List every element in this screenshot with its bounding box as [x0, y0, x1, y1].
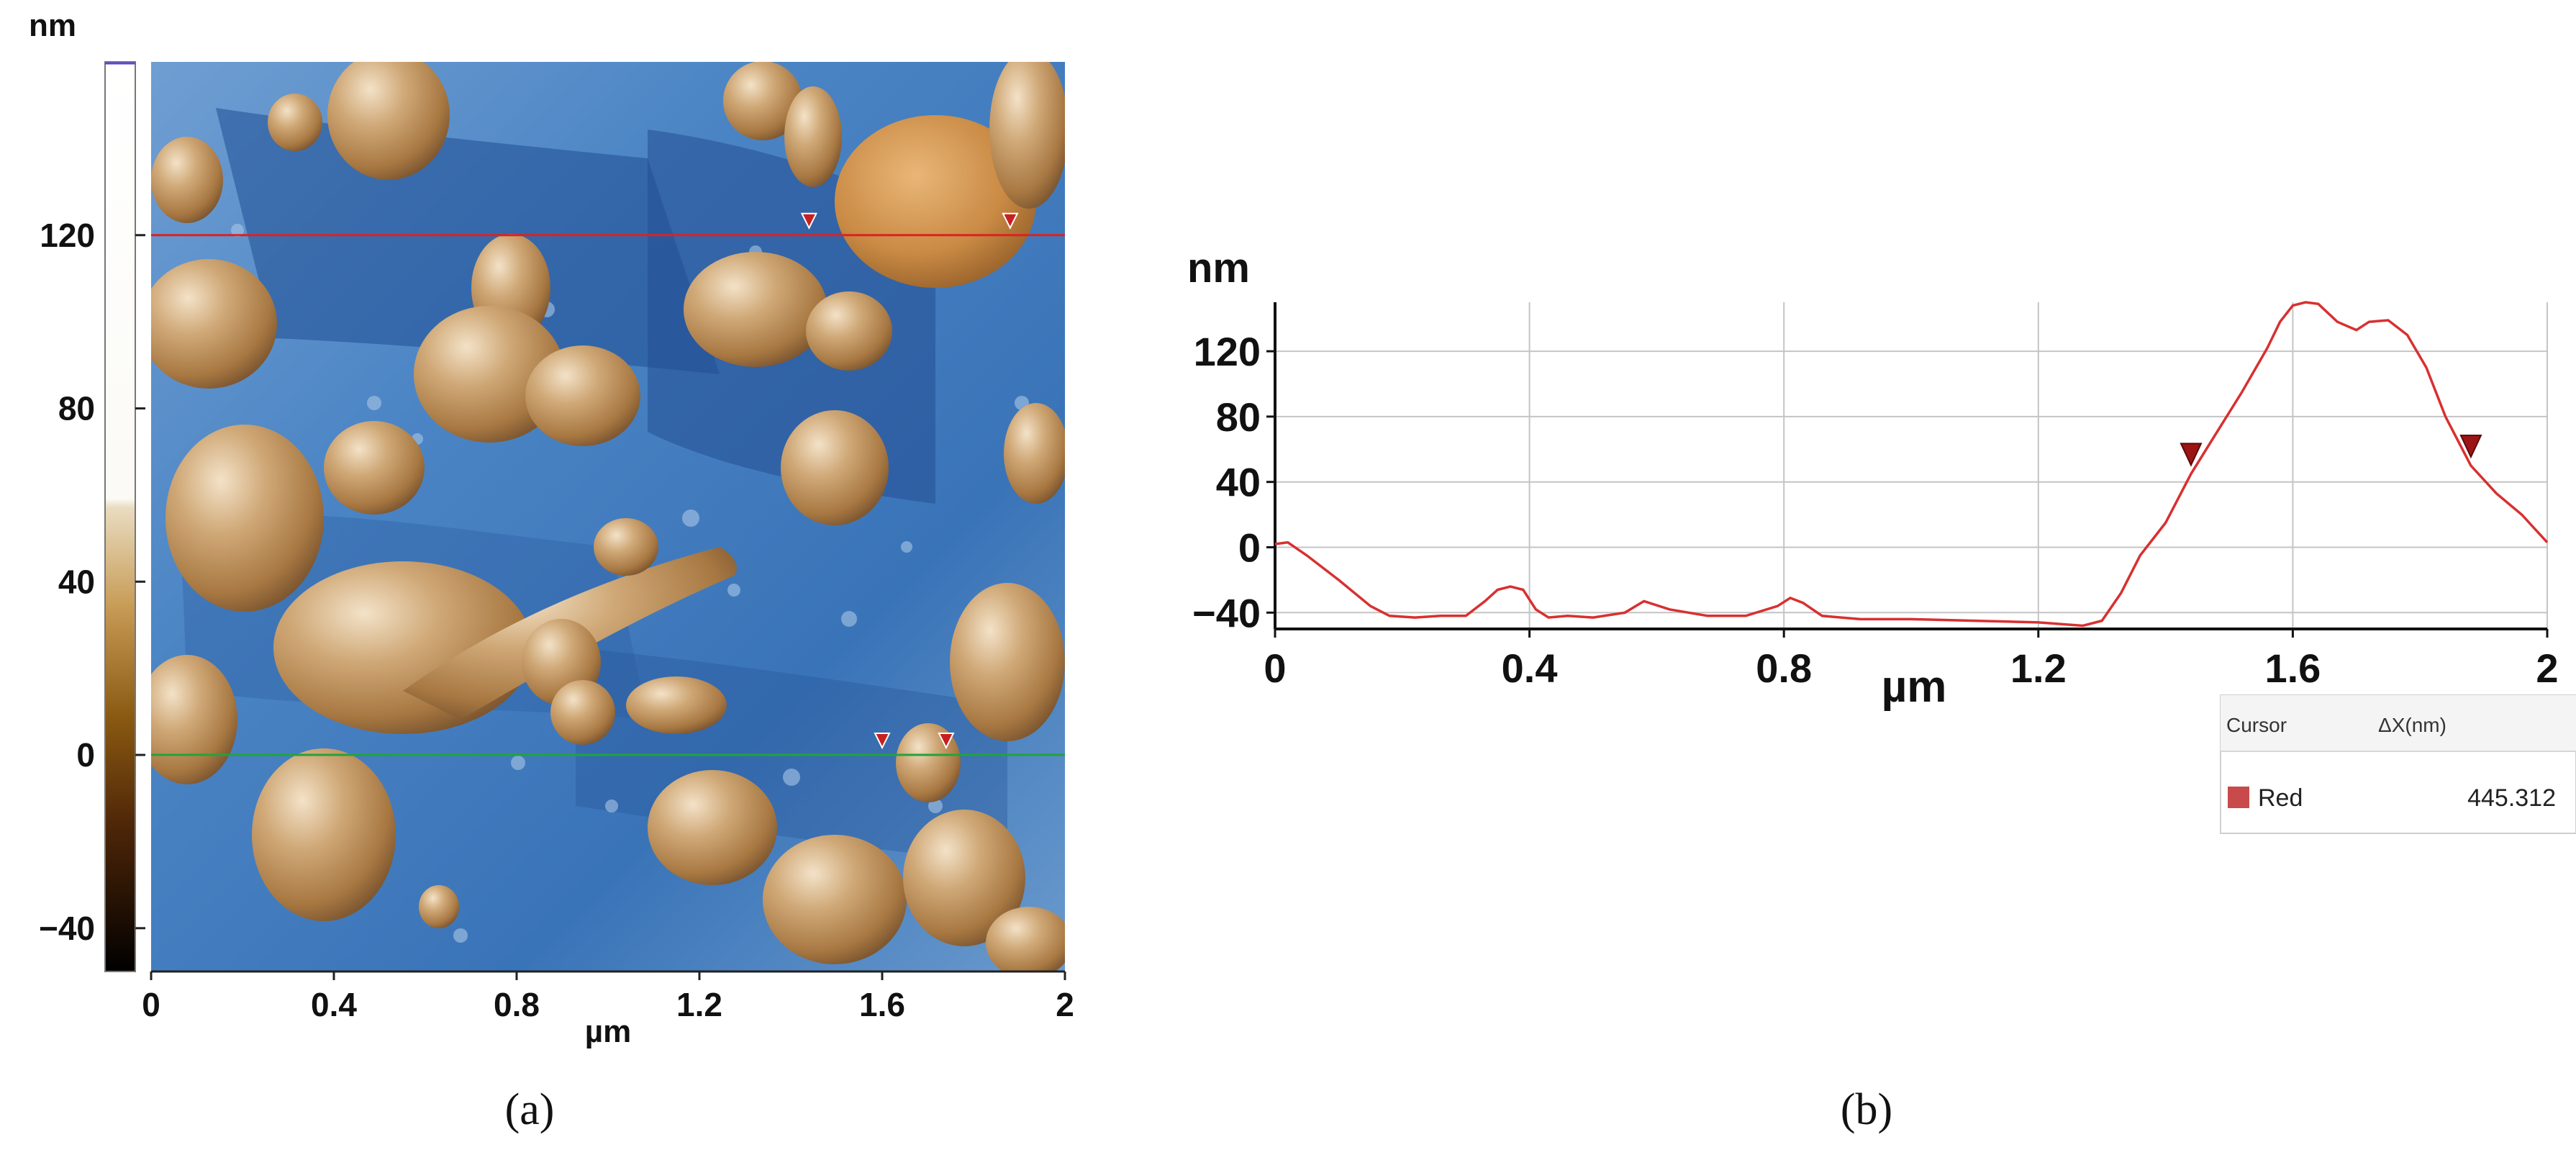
profile-y-axis-label: nm [1187, 245, 1250, 291]
colorbar-tick-label: 40 [58, 563, 95, 600]
profile-y-tick-label: 80 [1216, 394, 1261, 440]
afm-x-tick-label: 1.2 [676, 986, 722, 1023]
profile-x-ticks: 0 0.4 0.8 1.2 1.6 2 [1264, 629, 2559, 691]
particles [151, 62, 1065, 971]
afm-x-tick-label: 0 [142, 986, 160, 1023]
profile-x-tick-label: 0 [1264, 646, 1286, 691]
profile-cursor-marker[interactable] [2459, 435, 2482, 459]
cursor-table-header-cursor: Cursor [2226, 714, 2287, 736]
profile-marker[interactable] [938, 733, 955, 750]
profile-x-tick-label: 0.4 [1502, 646, 1558, 691]
profile-y-tick-label: −40 [1192, 590, 1261, 635]
colorbar-tick-label: 80 [58, 390, 95, 427]
cursor-table-header-dx: ΔX(nm) [2378, 714, 2446, 736]
profile-axes [1274, 302, 2547, 630]
profile-y-tick-label: 40 [1216, 460, 1261, 505]
profile-x-tick-label: 0.8 [1756, 646, 1812, 691]
colorbar-tick-label: −40 [39, 910, 95, 947]
colorbar-tick-label: 120 [40, 217, 95, 254]
profile-marker[interactable] [800, 212, 818, 230]
profile-x-tick-label: 1.2 [2010, 646, 2067, 691]
colorbar-unit-label: nm [29, 8, 76, 43]
afm-x-tick-label: 0.8 [494, 986, 540, 1023]
colorbar [104, 61, 136, 972]
afm-height-image [151, 62, 1065, 971]
cursor-row-delta-x: 445.312 [2467, 784, 2556, 812]
colorbar-tick-label: 0 [76, 736, 95, 774]
profile-cursor-marker[interactable] [2180, 443, 2203, 467]
afm-x-tick-label: 1.6 [859, 986, 905, 1023]
profile-series-line [1274, 301, 2549, 628]
cursor-row-name[interactable]: Red [2258, 784, 2303, 812]
colorbar-ticks: 120 80 40 0 −40 [39, 217, 145, 947]
panel-b-caption: (b) [1841, 1085, 1892, 1134]
profile-x-tick-label: 1.6 [2264, 646, 2321, 691]
profile-y-tick-label: 0 [1238, 525, 1261, 571]
profile-cursor-markers [2180, 435, 2482, 467]
afm-x-ticks: 0 0.4 0.8 1.2 1.6 2 [142, 970, 1074, 1023]
profile-marker[interactable] [1002, 212, 1019, 230]
cursor-table-header-bg [2221, 695, 2576, 751]
profile-y-ticks: 120 80 40 0 −40 [1192, 329, 1275, 635]
profile-y-tick-label: 120 [1194, 329, 1261, 374]
cursor-swatch-red [2228, 787, 2249, 808]
profile-x-axis-label: µm [1882, 662, 1947, 712]
afm-x-tick-label: 0.4 [311, 986, 357, 1023]
cursor-table: Cursor ΔX(nm) Red 445.312 [2220, 694, 2576, 834]
profile-grid [1274, 302, 2548, 629]
substrate-shadow-region [216, 108, 720, 374]
panel-a: nm 120 80 40 0 −40 [29, 8, 1074, 1134]
profile-marker[interactable] [874, 733, 891, 750]
afm-x-tick-label: 2 [1056, 986, 1074, 1023]
profile-lines [151, 212, 1065, 756]
panel-a-caption: (a) [505, 1085, 555, 1134]
profile-x-tick-label: 2 [2536, 646, 2558, 691]
afm-x-axis-label: µm [585, 1014, 631, 1049]
